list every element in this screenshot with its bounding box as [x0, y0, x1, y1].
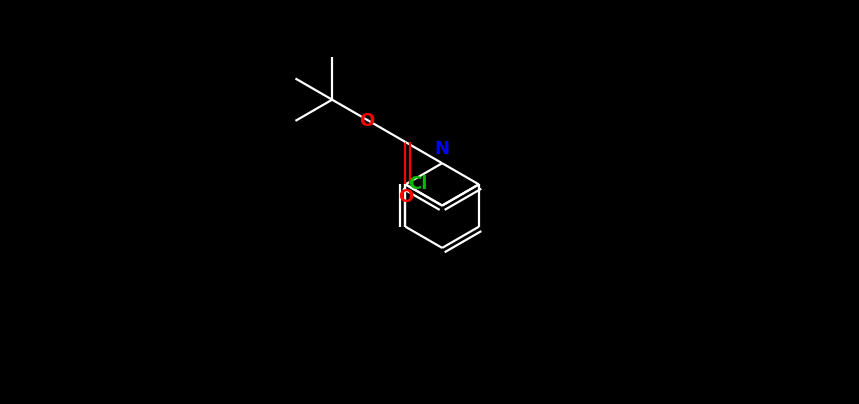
Text: O: O — [398, 188, 413, 206]
Text: O: O — [359, 112, 375, 130]
Text: Cl: Cl — [409, 175, 428, 194]
Text: N: N — [435, 140, 449, 158]
